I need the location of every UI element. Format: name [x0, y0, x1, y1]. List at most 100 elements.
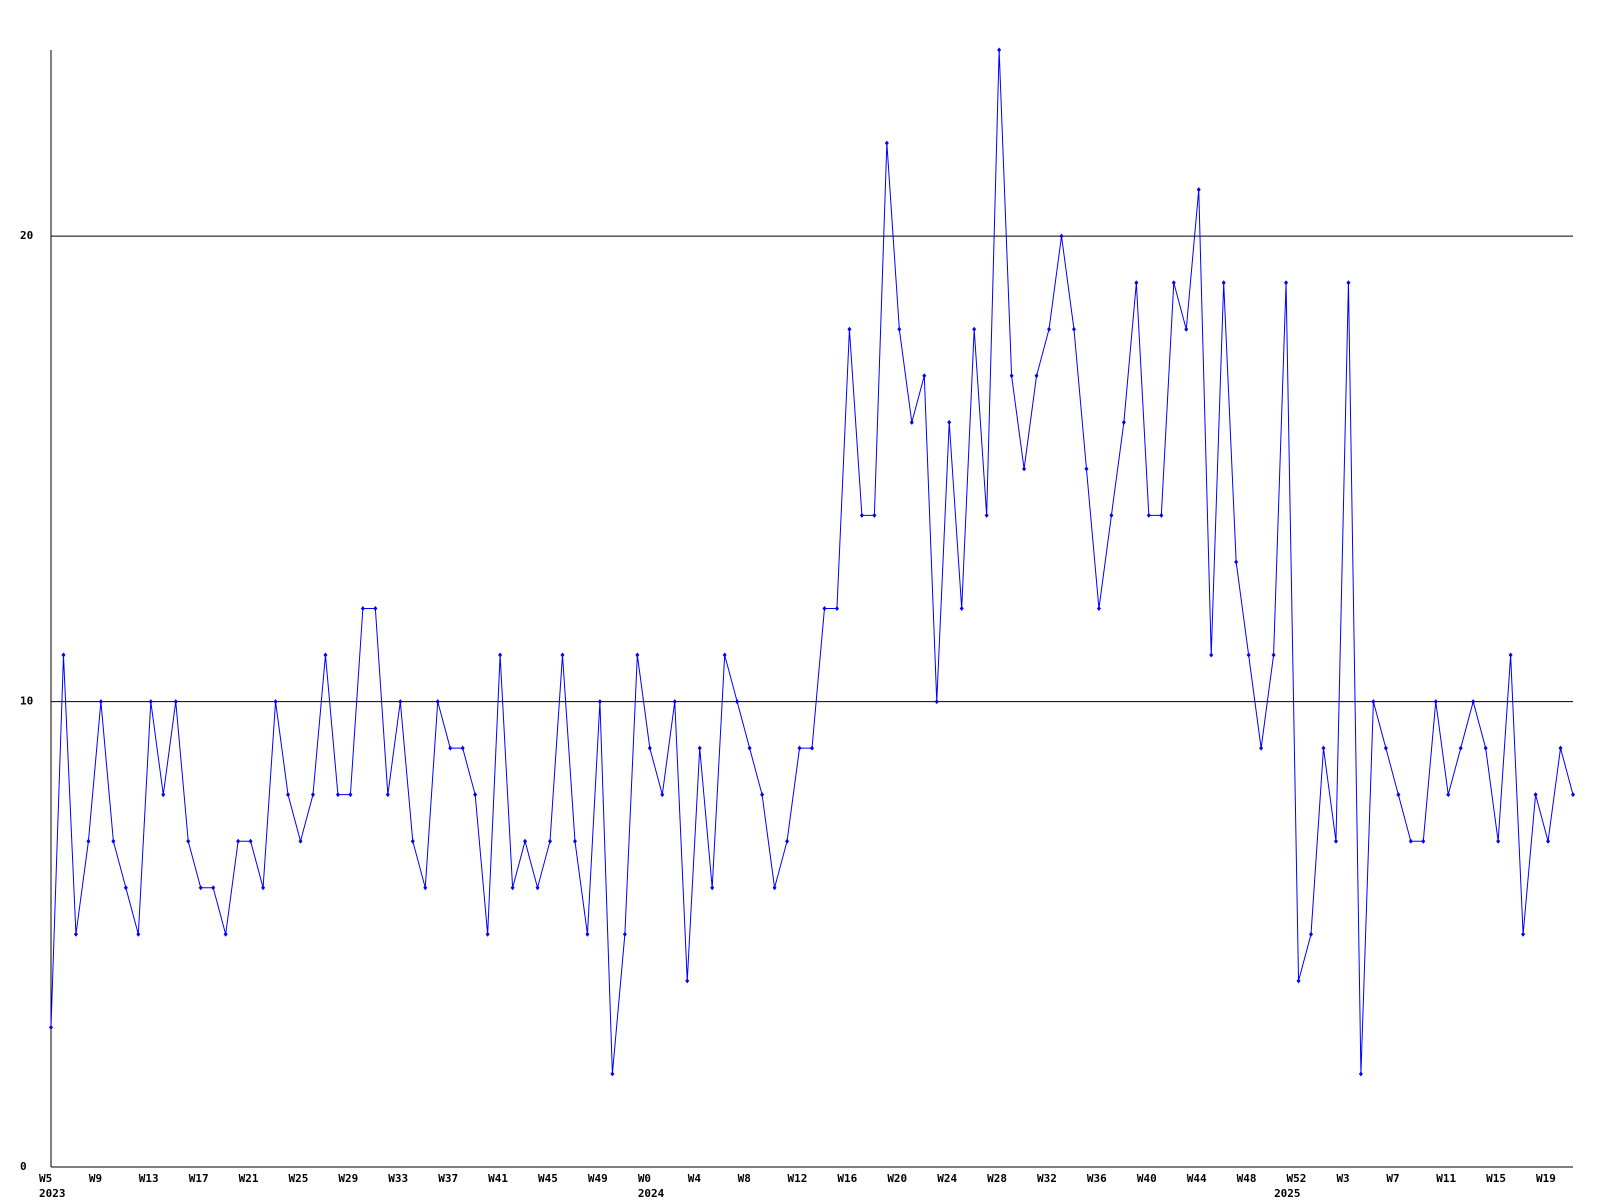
point	[223, 931, 228, 937]
point	[934, 699, 939, 705]
point	[722, 652, 727, 658]
x-tick-label: W44	[1187, 1172, 1207, 1185]
point	[1533, 792, 1538, 798]
point	[123, 885, 128, 891]
x-tick-label: W21	[239, 1172, 259, 1185]
point	[73, 931, 78, 937]
x-tick-label: W49	[588, 1172, 608, 1185]
x-tick-label: W17	[189, 1172, 209, 1185]
point	[1496, 838, 1501, 844]
point	[660, 792, 665, 798]
point	[173, 699, 178, 705]
point	[947, 419, 952, 425]
point	[685, 978, 690, 984]
point	[1321, 745, 1326, 751]
point	[834, 606, 839, 611]
point	[435, 699, 440, 705]
point	[635, 652, 640, 658]
point	[49, 1024, 53, 1030]
point	[1558, 745, 1563, 751]
point	[1408, 838, 1413, 844]
x-tick-label: W3	[1336, 1172, 1349, 1185]
x-tick-label: W19	[1536, 1172, 1556, 1185]
x-tick-label: W7	[1386, 1172, 1399, 1185]
point	[310, 792, 315, 798]
x-tick-label: W11	[1436, 1172, 1456, 1185]
point	[398, 699, 403, 705]
point	[1146, 512, 1151, 518]
point	[1346, 280, 1351, 286]
point	[785, 838, 790, 844]
point	[1421, 838, 1426, 844]
point	[548, 838, 553, 844]
point	[323, 652, 328, 658]
point	[1271, 652, 1276, 658]
point	[136, 931, 141, 937]
point	[1209, 652, 1214, 658]
x-tick-label: W36	[1087, 1172, 1107, 1185]
point	[1546, 838, 1551, 844]
point	[1246, 652, 1251, 658]
x-tick-label: W29	[338, 1172, 358, 1185]
point	[423, 885, 428, 891]
point	[111, 838, 116, 844]
point	[1047, 326, 1052, 332]
point	[797, 745, 802, 751]
point	[1171, 280, 1176, 286]
point	[1296, 978, 1301, 984]
x-tick-label: W4	[688, 1172, 702, 1185]
x-tick-label: W12	[788, 1172, 808, 1185]
x-tick-label: W40	[1137, 1172, 1157, 1185]
point	[148, 699, 153, 705]
point	[1084, 466, 1089, 472]
point	[1071, 326, 1076, 332]
point	[647, 745, 652, 751]
point	[1196, 187, 1201, 193]
point	[385, 792, 390, 798]
point	[672, 699, 677, 705]
point	[523, 838, 528, 844]
x-tick-label: W32	[1037, 1172, 1057, 1185]
point	[984, 512, 989, 518]
point	[1508, 652, 1513, 658]
point	[1571, 792, 1575, 798]
x-tick-label: W48	[1237, 1172, 1257, 1185]
point	[847, 326, 852, 332]
point	[1309, 931, 1314, 937]
point	[1483, 745, 1488, 751]
point	[560, 652, 565, 658]
point	[1096, 606, 1101, 611]
y-tick-label: 10	[20, 695, 33, 708]
y-tick-label: 0	[20, 1160, 27, 1173]
point	[1059, 233, 1064, 239]
point	[1159, 512, 1164, 518]
year-label: 2023	[39, 1187, 66, 1200]
point	[610, 1071, 615, 1077]
x-tick-label: W28	[987, 1172, 1007, 1185]
point	[1383, 745, 1388, 751]
point	[760, 792, 765, 798]
point	[211, 885, 216, 891]
point	[161, 792, 166, 798]
point	[498, 652, 503, 658]
point	[884, 140, 889, 146]
x-tick-label: W52	[1287, 1172, 1307, 1185]
point	[859, 512, 864, 518]
year-label: 2025	[1274, 1187, 1301, 1200]
point	[597, 699, 602, 705]
point	[772, 885, 777, 891]
point	[61, 652, 66, 658]
point	[98, 699, 103, 705]
point	[86, 838, 91, 844]
point	[1371, 699, 1376, 705]
point	[697, 745, 702, 751]
point	[186, 838, 191, 844]
point	[747, 745, 752, 751]
point	[286, 792, 291, 798]
point	[410, 838, 415, 844]
x-tick-label: W9	[89, 1172, 102, 1185]
point	[1009, 373, 1014, 379]
point	[360, 606, 365, 611]
x-tick-label: W15	[1486, 1172, 1506, 1185]
